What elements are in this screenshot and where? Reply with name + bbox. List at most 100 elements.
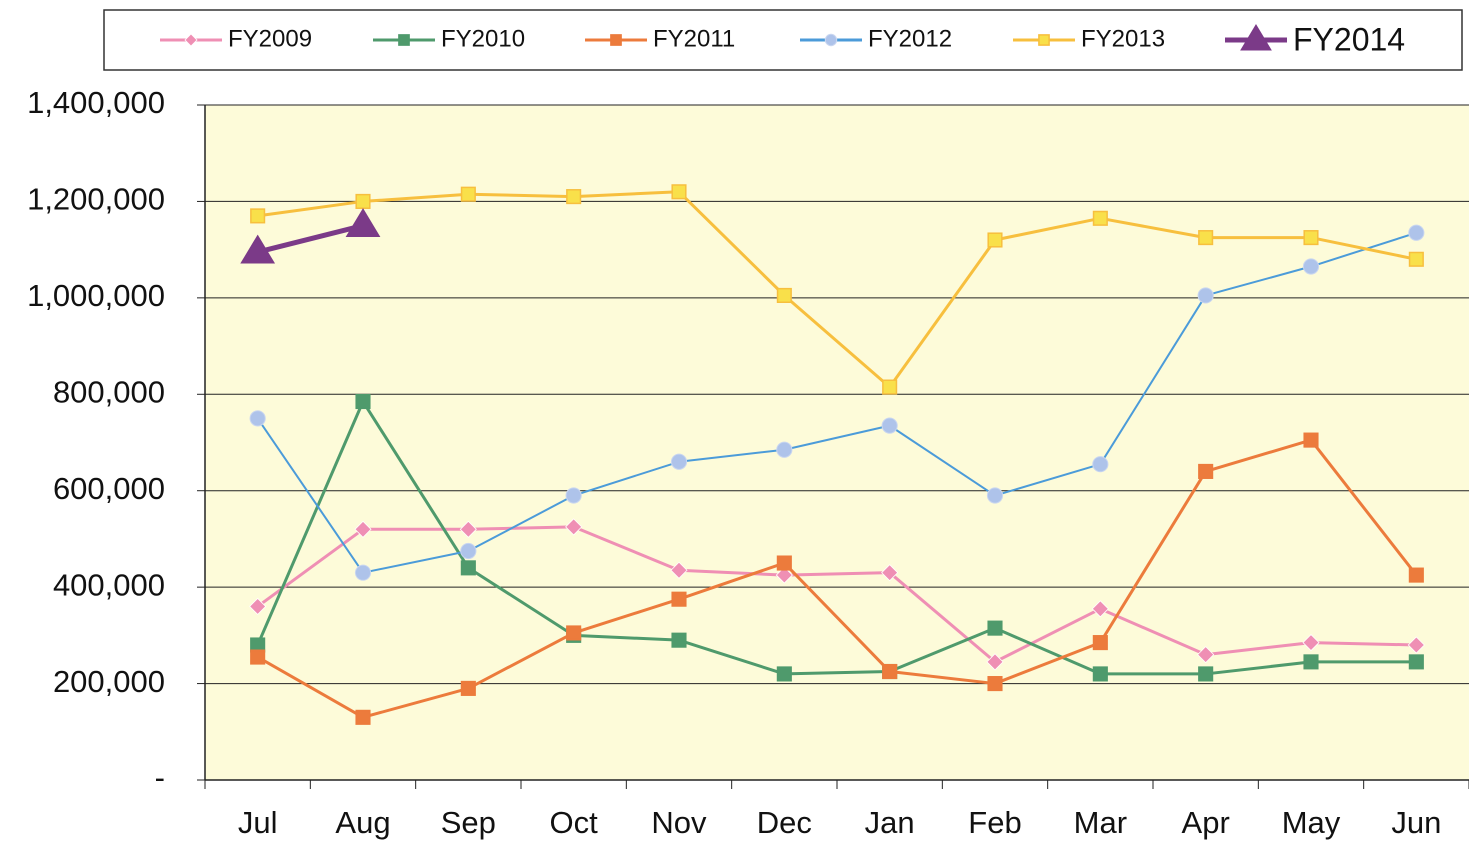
y-tick-label: 1,400,000 <box>27 85 165 120</box>
x-tick-label: Oct <box>550 805 599 840</box>
point <box>355 193 371 209</box>
point <box>1197 287 1214 304</box>
legend-label: FY2010 <box>441 25 525 52</box>
point <box>1092 456 1109 473</box>
point <box>1408 567 1424 583</box>
point <box>1197 646 1215 664</box>
y-tick-label: 1,200,000 <box>27 182 165 217</box>
legend-marker <box>184 33 198 47</box>
series-line <box>257 223 364 255</box>
legend-marker <box>1038 34 1050 46</box>
point <box>671 632 687 648</box>
point <box>566 189 582 205</box>
x-tick-label: Nov <box>651 805 707 840</box>
point <box>250 208 266 224</box>
y-tick-label: 600,000 <box>53 471 165 506</box>
point <box>986 487 1004 504</box>
x-tick-label: Jun <box>1391 805 1441 840</box>
point <box>1407 636 1425 654</box>
point <box>250 649 266 665</box>
legend-marker <box>610 34 622 46</box>
x-tick-label: Sep <box>441 805 496 840</box>
point <box>671 591 687 607</box>
series-line <box>257 190 1417 389</box>
y-tick-label: 200,000 <box>53 664 165 699</box>
plot-area <box>205 105 1469 780</box>
point <box>776 287 792 303</box>
point <box>1302 634 1320 652</box>
point <box>1091 600 1109 618</box>
point <box>987 676 1003 692</box>
y-tick-label: 800,000 <box>53 374 165 409</box>
point <box>345 208 381 238</box>
x-tick-label: Feb <box>968 805 1021 840</box>
point <box>671 184 687 200</box>
point <box>249 597 267 615</box>
point <box>460 680 476 696</box>
point <box>987 620 1003 636</box>
point <box>1092 635 1108 651</box>
point <box>670 453 688 470</box>
point <box>776 666 792 682</box>
point <box>249 410 266 427</box>
point <box>881 564 899 582</box>
point <box>240 234 276 264</box>
series-line <box>256 525 1417 664</box>
x-tick-label: May <box>1282 805 1341 840</box>
legend-marker <box>1240 24 1272 51</box>
series-line <box>256 438 1418 719</box>
series-line <box>256 231 1417 574</box>
y-tick-label: 1,000,000 <box>27 278 165 313</box>
point <box>986 653 1004 671</box>
x-tick-label: Mar <box>1074 805 1127 840</box>
point <box>459 520 477 538</box>
point <box>1303 432 1319 448</box>
point <box>1408 654 1424 670</box>
y-tick-label: - <box>155 760 165 795</box>
point <box>1302 258 1320 275</box>
x-tick-label: Apr <box>1182 805 1230 840</box>
point <box>566 625 582 641</box>
point <box>460 186 476 202</box>
point <box>460 542 477 560</box>
point <box>355 393 371 410</box>
legend-marker <box>824 33 838 47</box>
x-tick-label: Jan <box>865 805 915 840</box>
point <box>1092 210 1108 226</box>
y-tick-label: 400,000 <box>53 567 165 602</box>
point <box>882 663 898 680</box>
x-tick-label: Dec <box>757 805 812 840</box>
legend-label: FY2014 <box>1293 21 1405 57</box>
point <box>1092 666 1108 682</box>
point <box>1303 654 1319 670</box>
point <box>460 560 476 576</box>
point <box>987 232 1003 248</box>
legend-marker <box>398 34 410 46</box>
point <box>354 520 372 538</box>
legend-label: FY2009 <box>228 25 312 52</box>
point <box>670 561 688 579</box>
point <box>1198 230 1214 246</box>
point <box>882 379 898 395</box>
point <box>354 564 372 581</box>
point <box>565 487 582 504</box>
point <box>1408 251 1424 267</box>
point <box>775 566 793 584</box>
point <box>776 441 793 458</box>
point <box>881 417 898 434</box>
x-tick-label: Jul <box>238 805 278 840</box>
series-line <box>256 400 1417 676</box>
point <box>776 555 792 571</box>
point <box>565 518 583 536</box>
x-tick-label: Aug <box>335 805 390 840</box>
point <box>1408 224 1425 241</box>
point <box>1303 230 1319 246</box>
legend-label: FY2011 <box>653 25 735 52</box>
legend-label: FY2012 <box>868 25 952 52</box>
point <box>1198 463 1214 479</box>
point <box>355 709 371 725</box>
point <box>1198 666 1214 682</box>
legend-label: FY2013 <box>1081 25 1165 52</box>
